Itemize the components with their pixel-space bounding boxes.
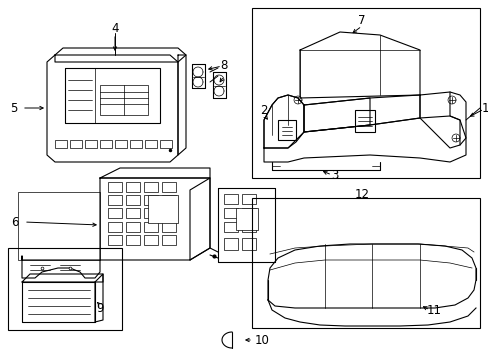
Bar (108, 222, 122, 232)
Bar (145, 140, 157, 148)
Bar (160, 140, 172, 148)
Bar (278, 120, 295, 140)
Bar (242, 238, 256, 250)
Bar (224, 194, 238, 204)
Bar (108, 195, 122, 205)
Bar (224, 208, 238, 218)
Bar (354, 110, 374, 132)
Text: 9: 9 (96, 302, 103, 315)
Bar (242, 222, 256, 232)
Text: 3: 3 (331, 168, 338, 181)
Bar (162, 235, 176, 245)
Bar (242, 208, 256, 218)
Bar (126, 235, 140, 245)
Bar (70, 140, 82, 148)
Bar (236, 208, 258, 230)
Bar (18, 192, 100, 260)
Text: 4: 4 (111, 22, 119, 35)
Bar (108, 235, 122, 245)
Bar (65, 68, 95, 123)
Bar (115, 140, 127, 148)
Bar (100, 140, 112, 148)
Bar (65, 68, 160, 123)
Text: 12: 12 (354, 188, 369, 201)
Text: 6: 6 (11, 216, 19, 229)
Text: 2: 2 (260, 104, 267, 117)
Bar (162, 208, 176, 218)
Bar (162, 195, 176, 205)
Bar (126, 208, 140, 218)
Text: 10: 10 (254, 333, 269, 346)
Text: 5: 5 (10, 102, 18, 114)
Bar (143, 182, 158, 192)
Bar (162, 182, 176, 192)
Bar (224, 222, 238, 232)
Bar (55, 140, 67, 148)
Bar (143, 222, 158, 232)
Bar (126, 195, 140, 205)
Bar (126, 182, 140, 192)
Bar (126, 222, 140, 232)
Bar (148, 195, 178, 223)
Bar (100, 85, 148, 115)
Text: 8: 8 (220, 59, 227, 72)
Bar (251, 198, 479, 328)
Text: 7: 7 (358, 14, 365, 27)
Bar (108, 182, 122, 192)
Bar (242, 194, 256, 204)
Bar (85, 140, 97, 148)
Bar (130, 140, 142, 148)
Bar (8, 248, 122, 330)
Bar (251, 8, 479, 178)
Bar (108, 208, 122, 218)
Bar (143, 235, 158, 245)
Bar (162, 222, 176, 232)
Bar (224, 238, 238, 250)
Text: 11: 11 (426, 303, 441, 316)
Text: 1: 1 (480, 102, 488, 114)
Bar (143, 195, 158, 205)
Bar (143, 208, 158, 218)
